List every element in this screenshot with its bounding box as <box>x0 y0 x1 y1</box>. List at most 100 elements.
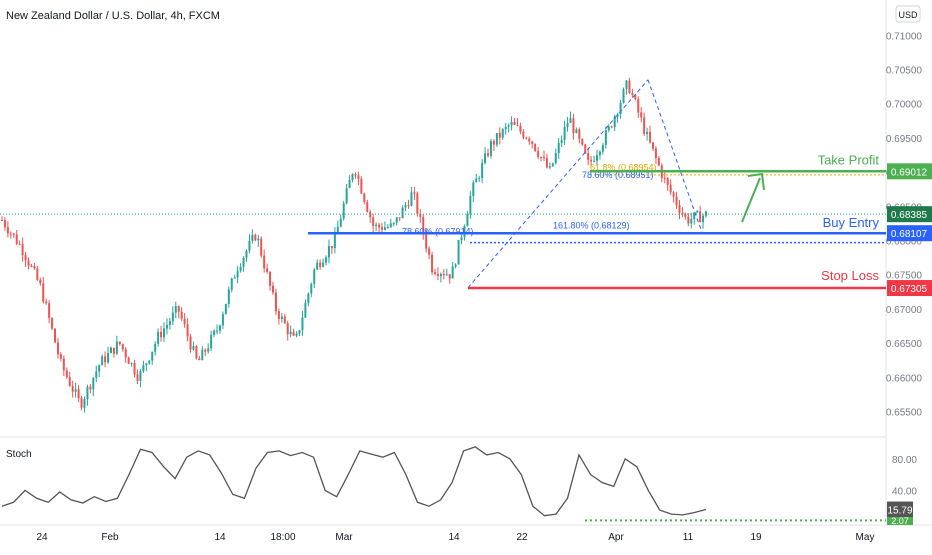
candle-body <box>369 211 372 218</box>
candle-body <box>593 160 596 162</box>
candle-body <box>195 346 198 359</box>
candle-body <box>448 274 451 279</box>
candle-body <box>690 219 693 224</box>
candle-body <box>109 347 112 353</box>
time-tick-label: Feb <box>101 532 119 543</box>
stoch-axis[interactable]: 80.00 40.00 <box>892 455 917 498</box>
candle-body <box>643 117 646 134</box>
candle-body <box>107 352 110 363</box>
candle-body <box>360 178 363 194</box>
candle-body <box>554 153 557 164</box>
stochastic-pane: 15.792.07 <box>1 446 913 526</box>
candle-body <box>657 157 660 166</box>
candle-body <box>398 217 401 219</box>
candle-body <box>637 99 640 113</box>
candle-body <box>124 349 127 358</box>
currency-button[interactable]: USD <box>895 5 921 23</box>
candle-body <box>351 174 354 181</box>
candle-body <box>616 114 619 117</box>
candle-body <box>649 131 652 143</box>
candle-body <box>127 357 130 364</box>
stoch-indicator-label[interactable]: Stoch <box>6 449 32 460</box>
candle-body <box>130 363 133 365</box>
trade-levels: Take Profit 0.69012 Buy Entry 0.68107 Stop L… <box>0 152 932 297</box>
candle-body <box>392 222 395 224</box>
chart-title: New Zealand Dollar / U.S. Dollar, 4h, FX… <box>6 10 220 22</box>
candle-body <box>145 363 148 366</box>
candle-body <box>563 126 566 141</box>
candle-body <box>277 311 280 319</box>
candle-body <box>171 312 174 322</box>
current-price-label: 0.68385 <box>891 210 928 221</box>
candle-body <box>422 216 425 235</box>
candle-body <box>498 132 501 138</box>
candle-body <box>510 121 513 126</box>
candle-body <box>15 234 18 244</box>
candle-body <box>675 196 678 206</box>
candle-body <box>260 238 263 256</box>
price-tick-label: 0.69500 <box>886 134 923 145</box>
candle-body <box>154 343 157 352</box>
candle-body <box>366 202 369 212</box>
level-name-label: Buy Entry <box>823 215 880 230</box>
candle-body <box>204 349 207 352</box>
candle-body <box>598 151 601 156</box>
candle-body <box>165 324 168 329</box>
candle-body <box>118 341 121 345</box>
candle-body <box>348 180 351 189</box>
candle-body <box>380 227 383 230</box>
candle-body <box>531 141 534 144</box>
stoch-value-label: 15.79 <box>887 506 912 517</box>
candle-body <box>372 217 375 227</box>
price-tick-label: 0.70500 <box>886 66 923 77</box>
candle-body <box>413 192 416 194</box>
candle-body <box>21 243 24 256</box>
candle-body <box>207 348 210 352</box>
fib-trend-line <box>647 79 703 233</box>
candle-body <box>436 273 439 276</box>
fib-annotation: 61.8% (0.68954) <box>590 162 657 172</box>
candle-body <box>342 203 345 219</box>
candle-body <box>401 207 404 219</box>
candle-body <box>528 138 531 142</box>
time-tick-label: 18:00 <box>270 532 295 543</box>
candle-body <box>551 163 554 167</box>
time-axis[interactable]: 24 Feb 14 18:00 Mar 14 22 Apr 11 19 May <box>36 532 874 543</box>
candle-body <box>584 144 587 154</box>
stoch-line <box>1 446 707 517</box>
candle-body <box>18 243 21 245</box>
price-tick-label: 0.65500 <box>886 407 923 418</box>
time-tick-label: May <box>856 532 875 543</box>
candle-body <box>174 305 177 313</box>
candle-body <box>513 121 516 125</box>
candle-body <box>534 143 537 151</box>
candle-body <box>705 211 707 216</box>
candle-body <box>142 365 145 372</box>
candle-body <box>687 216 690 224</box>
candle-body <box>475 178 478 183</box>
candle-body <box>289 331 292 335</box>
candle-body <box>578 129 581 139</box>
price-tick-label: 0.67000 <box>886 305 923 316</box>
candle-body <box>699 211 702 223</box>
candle-body <box>80 398 83 408</box>
candle-body <box>227 289 230 304</box>
candle-body <box>548 166 551 168</box>
candle-body <box>463 226 466 238</box>
candle-body <box>472 182 475 196</box>
candle-body <box>545 158 548 168</box>
candle-body <box>693 212 696 220</box>
candle-body <box>42 283 45 302</box>
candle-body <box>9 233 12 235</box>
candle-body <box>442 274 445 276</box>
candle-body <box>104 356 107 363</box>
level-name-label: Take Profit <box>818 152 880 167</box>
candle-body <box>492 141 495 145</box>
time-tick-label: 24 <box>36 532 48 543</box>
candle-body <box>254 234 257 241</box>
candle-body <box>613 116 616 128</box>
level-price-label: 0.69012 <box>891 167 928 178</box>
candle-body <box>537 150 540 158</box>
candle-body <box>183 318 186 325</box>
